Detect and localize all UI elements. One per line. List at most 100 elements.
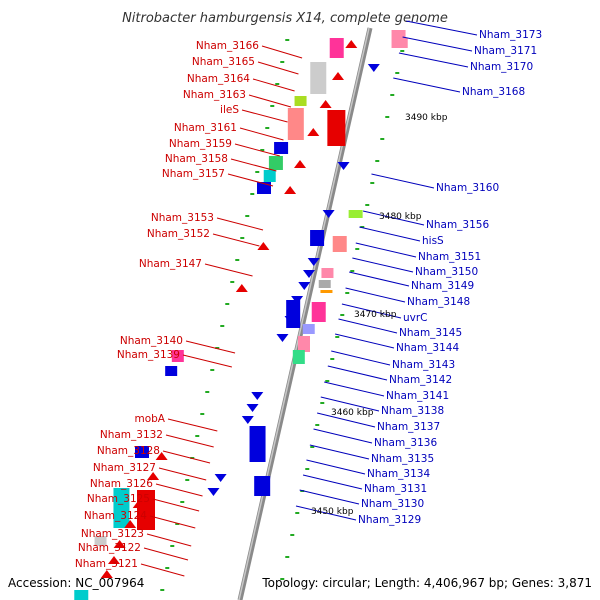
map-title: Nitrobacter hamburgensis X14, complete g… <box>122 11 448 26</box>
leader-line <box>185 340 236 354</box>
leader-lines <box>140 20 478 577</box>
gene-label-nham-3122[interactable]: Nham_3122 <box>78 542 141 554</box>
gene-label-nham-3158[interactable]: Nham_3158 <box>165 153 228 165</box>
leader-line <box>152 498 200 512</box>
gene-label-uvrc[interactable]: uvrC <box>403 312 428 324</box>
gene-label-nham-3126[interactable]: Nham_3126 <box>90 478 153 490</box>
gene-label-nham-3135[interactable]: Nham_3135 <box>371 453 434 465</box>
gene-block <box>287 108 304 140</box>
leader-line <box>309 444 370 460</box>
leader-line <box>362 210 425 226</box>
gene-label-nham-3159[interactable]: Nham_3159 <box>169 138 232 150</box>
gene-label-nham-3153[interactable]: Nham_3153 <box>151 212 214 224</box>
gene-label-iles[interactable]: ileS <box>220 104 239 116</box>
leader-line <box>227 173 274 187</box>
gene-label-hiss[interactable]: hisS <box>422 235 444 247</box>
gene-label-nham-3128[interactable]: Nham_3128 <box>97 445 160 457</box>
leader-line <box>345 287 406 303</box>
gene-label-nham-3152[interactable]: Nham_3152 <box>147 228 210 240</box>
gene-label-nham-3137[interactable]: Nham_3137 <box>377 421 440 433</box>
gene-arrow <box>337 162 350 170</box>
leader-line <box>320 396 380 412</box>
gene-label-nham-3157[interactable]: Nham_3157 <box>162 168 225 180</box>
gene-label-nham-3136[interactable]: Nham_3136 <box>374 437 437 449</box>
leader-line <box>140 563 185 577</box>
leader-line <box>143 547 189 561</box>
gene-block <box>254 476 271 496</box>
gene-label-nham-3171[interactable]: Nham_3171 <box>474 45 537 57</box>
gene-label-nham-3164[interactable]: Nham_3164 <box>187 73 250 85</box>
accession-text: Accession: NC_007964 <box>8 576 144 590</box>
gene-label-nham-3168[interactable]: Nham_3168 <box>462 86 525 98</box>
gene-arrow <box>284 186 297 194</box>
gene-arrow <box>345 40 358 48</box>
gene-label-nham-3123[interactable]: Nham_3123 <box>81 528 144 540</box>
gene-label-nham-3124[interactable]: Nham_3124 <box>84 510 147 522</box>
gene-label-nham-3173[interactable]: Nham_3173 <box>479 29 542 41</box>
gene-block <box>310 62 327 94</box>
leader-line <box>355 242 417 258</box>
gene-label-nham-3160[interactable]: Nham_3160 <box>436 182 499 194</box>
gene-label-nham-3130[interactable]: Nham_3130 <box>361 498 424 510</box>
gene-label-nham-3166[interactable]: Nham_3166 <box>196 40 259 52</box>
gene-label-nham-3145[interactable]: Nham_3145 <box>399 327 462 339</box>
leader-line <box>338 318 398 334</box>
gene-label-nham-3139[interactable]: Nham_3139 <box>117 349 180 361</box>
gene-label-nham-3131[interactable]: Nham_3131 <box>364 483 427 495</box>
scale-mark-3460: 3460 kbp <box>331 408 374 418</box>
leader-line <box>324 381 385 397</box>
gene-label-nham-3150[interactable]: Nham_3150 <box>415 266 478 278</box>
gene-label-nham-3134[interactable]: Nham_3134 <box>367 468 430 480</box>
gene-label-nham-3132[interactable]: Nham_3132 <box>100 429 163 441</box>
gene-label-nham-3151[interactable]: Nham_3151 <box>418 251 481 263</box>
leader-line <box>239 127 284 141</box>
gene-arrow <box>100 570 113 578</box>
leader-line <box>146 533 192 547</box>
gene-features <box>74 30 408 600</box>
leader-line <box>295 505 357 521</box>
leader-line <box>252 78 295 92</box>
gene-block <box>302 324 315 334</box>
leader-line <box>327 365 388 381</box>
leader-line <box>204 263 253 277</box>
leader-line <box>149 515 196 529</box>
gene-label-nham-3170[interactable]: Nham_3170 <box>470 61 533 73</box>
gene-label-nham-3148[interactable]: Nham_3148 <box>407 296 470 308</box>
gene-label-nham-3141[interactable]: Nham_3141 <box>386 390 449 402</box>
gene-block <box>94 536 107 546</box>
gene-block <box>268 156 283 170</box>
gene-label-nham-3144[interactable]: Nham_3144 <box>396 342 459 354</box>
gene-arrow <box>322 210 335 218</box>
gene-block <box>310 230 325 246</box>
gene-label-nham-3147[interactable]: Nham_3147 <box>139 258 202 270</box>
gene-label-nham-3138[interactable]: Nham_3138 <box>381 405 444 417</box>
gene-label-nham-3156[interactable]: Nham_3156 <box>426 219 489 231</box>
gene-arrow <box>214 474 227 482</box>
leader-line <box>257 61 299 75</box>
gene-label-nham-3163[interactable]: Nham_3163 <box>183 89 246 101</box>
gene-arrow <box>276 334 289 342</box>
gene-label-nham-3127[interactable]: Nham_3127 <box>93 462 156 474</box>
gene-arrow <box>294 160 306 168</box>
scale-mark-3450: 3450 kbp <box>311 507 354 517</box>
gene-label-nham-3143[interactable]: Nham_3143 <box>392 359 455 371</box>
gene-label-nham-3149[interactable]: Nham_3149 <box>411 280 474 292</box>
scale-mark-3470: 3470 kbp <box>354 310 397 320</box>
gene-label-nham-3142[interactable]: Nham_3142 <box>389 374 452 386</box>
gene-arrow <box>246 404 259 412</box>
genome-summary-text: Topology: circular; Length: 4,406,967 bp… <box>261 576 592 590</box>
gene-arrow <box>241 416 254 424</box>
gene-label-nham-3121[interactable]: Nham_3121 <box>75 558 138 570</box>
gene-label-nham-3161[interactable]: Nham_3161 <box>174 122 237 134</box>
gene-label-nham-3165[interactable]: Nham_3165 <box>192 56 255 68</box>
gene-block <box>294 96 307 106</box>
gene-block <box>332 236 347 252</box>
gene-label-nham-3129[interactable]: Nham_3129 <box>358 514 421 526</box>
leader-line <box>334 333 395 349</box>
gene-block <box>286 300 301 328</box>
gene-block <box>399 38 408 48</box>
gene-label-moba[interactable]: mobA <box>134 413 165 425</box>
gene-label-nham-3125[interactable]: Nham_3125 <box>87 493 150 505</box>
gene-block <box>171 350 184 362</box>
gene-label-nham-3140[interactable]: Nham_3140 <box>120 335 183 347</box>
